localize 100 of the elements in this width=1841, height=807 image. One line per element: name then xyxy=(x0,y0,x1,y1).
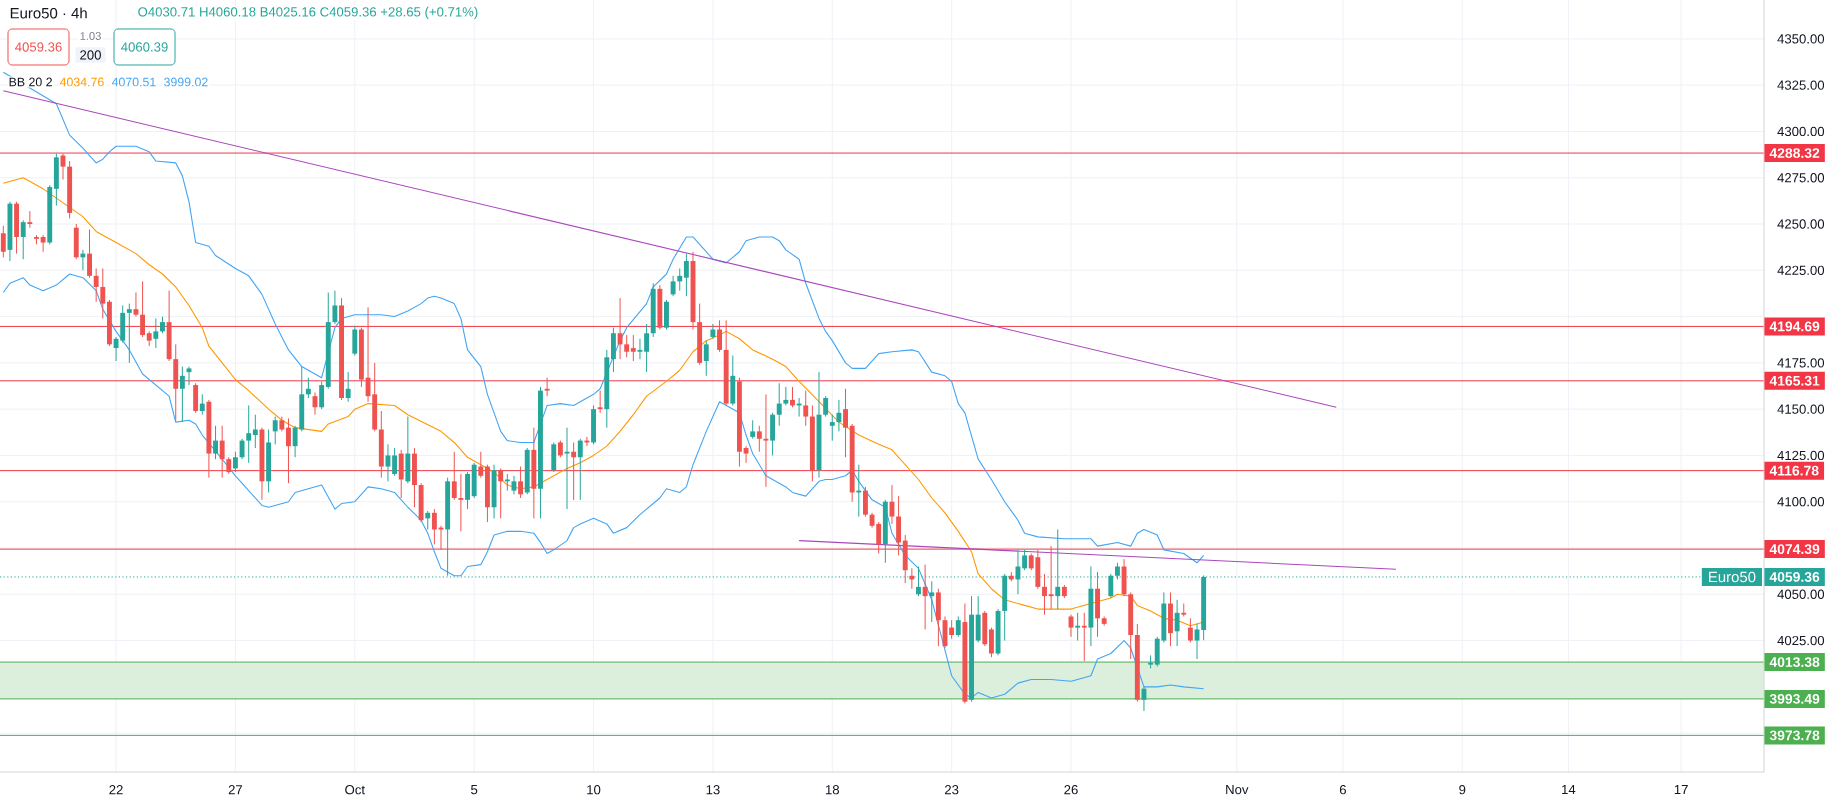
x-tick-label: Nov xyxy=(1226,785,1249,795)
candlestick xyxy=(803,390,809,427)
candlestick xyxy=(683,253,689,297)
candlestick xyxy=(199,393,205,416)
x-tick-label: Oct xyxy=(345,785,365,795)
x-tick-label: 9 xyxy=(1459,785,1466,795)
x-tick-label: 27 xyxy=(228,785,243,795)
candlestick xyxy=(126,303,132,364)
candlestick xyxy=(239,438,245,460)
x-tick-label: 10 xyxy=(587,785,601,795)
annotation: Euro50 xyxy=(1709,571,1756,583)
candlestick xyxy=(93,267,99,303)
annotation: Euro50 · 4h xyxy=(10,7,87,19)
candlestick xyxy=(836,399,842,432)
candlestick xyxy=(219,425,225,479)
candlestick xyxy=(776,382,782,427)
y-tick-label: 4275.00 xyxy=(1777,173,1825,183)
candlestick xyxy=(305,377,311,399)
candlestick xyxy=(431,508,437,545)
candlestick xyxy=(498,467,504,519)
candlestick xyxy=(286,417,291,484)
annotation: 4034.76 xyxy=(59,77,104,87)
ref-line-label: 4288.32 xyxy=(1769,148,1820,159)
annotation: 4070.51 xyxy=(111,77,156,87)
candlestick xyxy=(425,510,431,530)
y-tick-label: 4025.00 xyxy=(1777,635,1825,646)
x-tick-label: 26 xyxy=(1064,785,1078,795)
annotation: BB 20 2 xyxy=(9,77,52,87)
annotation: 4059.36 xyxy=(15,42,62,52)
ref-line-label: 4013.38 xyxy=(1769,657,1820,668)
candlestick xyxy=(630,334,636,362)
candlestick xyxy=(100,267,106,319)
candlestick xyxy=(1081,612,1087,662)
candlestick xyxy=(246,404,252,464)
candlestick xyxy=(750,419,756,440)
ref-line-label: 4116.78 xyxy=(1769,465,1819,476)
candlestick xyxy=(272,416,278,445)
ref-line-label: 3993.49 xyxy=(1769,693,1820,704)
y-tick-label: 4300.00 xyxy=(1777,126,1825,137)
y-tick-label: 4325.00 xyxy=(1777,80,1825,90)
candlestick xyxy=(644,323,650,373)
y-tick-label: 4225.00 xyxy=(1777,265,1825,275)
candlestick xyxy=(597,390,603,414)
ref-line-label: 4165.31 xyxy=(1769,375,1820,386)
candlestick xyxy=(87,229,92,279)
annotation: 1.03 xyxy=(80,32,101,40)
candlestick xyxy=(458,473,464,532)
candlestick xyxy=(790,386,795,408)
candlestick xyxy=(843,388,848,458)
candlestick xyxy=(670,275,676,297)
y-tick-label: 4150.00 xyxy=(1777,404,1825,414)
candlestick xyxy=(710,323,716,340)
candlestick xyxy=(717,319,722,353)
y-tick-label: 4350.00 xyxy=(1777,34,1825,44)
ref-line-label: 4074.39 xyxy=(1769,544,1820,555)
candlestick xyxy=(40,234,46,253)
candlestick xyxy=(677,267,683,292)
candlestick xyxy=(478,451,484,479)
candlestick xyxy=(929,580,935,623)
candlestick xyxy=(133,292,139,318)
x-tick-label: 6 xyxy=(1339,785,1346,795)
y-tick-label: 4050.00 xyxy=(1777,589,1825,599)
candlestick xyxy=(345,371,351,403)
x-tick-label: 14 xyxy=(1562,785,1576,795)
y-tick-label: 4100.00 xyxy=(1777,497,1825,507)
y-tick-label: 4250.00 xyxy=(1777,219,1825,229)
candlestick xyxy=(213,425,218,460)
candlestick xyxy=(332,290,338,325)
annotation: 200 xyxy=(80,50,101,60)
annotation: 3999.02 xyxy=(164,77,208,87)
candlestick xyxy=(1174,599,1180,647)
candlestick xyxy=(703,340,709,377)
candlestick xyxy=(392,447,398,477)
candlestick xyxy=(743,445,749,464)
ref-line-label: 4194.69 xyxy=(1769,321,1820,332)
candlestick xyxy=(617,297,623,360)
x-tick-label: 23 xyxy=(944,785,959,795)
candlestick xyxy=(922,564,928,630)
x-tick-label: 17 xyxy=(1674,785,1688,795)
candlestick xyxy=(319,380,325,410)
candlestick xyxy=(1048,545,1054,610)
candlestick xyxy=(571,441,577,501)
candlestick xyxy=(20,219,26,260)
candlestick xyxy=(1042,573,1047,616)
candlestick xyxy=(140,280,146,338)
candlestick xyxy=(232,451,238,473)
x-tick-label: 13 xyxy=(706,785,720,795)
ref-line-label: 3973.78 xyxy=(1769,730,1820,741)
candlestick xyxy=(829,414,835,442)
candlestick xyxy=(1075,612,1081,642)
candlestick xyxy=(0,225,6,258)
candlestick xyxy=(823,395,829,418)
candlestick xyxy=(518,466,524,499)
candlestick xyxy=(1187,617,1193,643)
candlestick xyxy=(577,438,583,501)
y-tick-label: 4175.00 xyxy=(1777,358,1825,368)
candlestick xyxy=(179,366,185,423)
candlestick xyxy=(451,451,457,501)
ref-line-label: 4059.36 xyxy=(1769,572,1820,582)
candlestick xyxy=(756,425,762,453)
